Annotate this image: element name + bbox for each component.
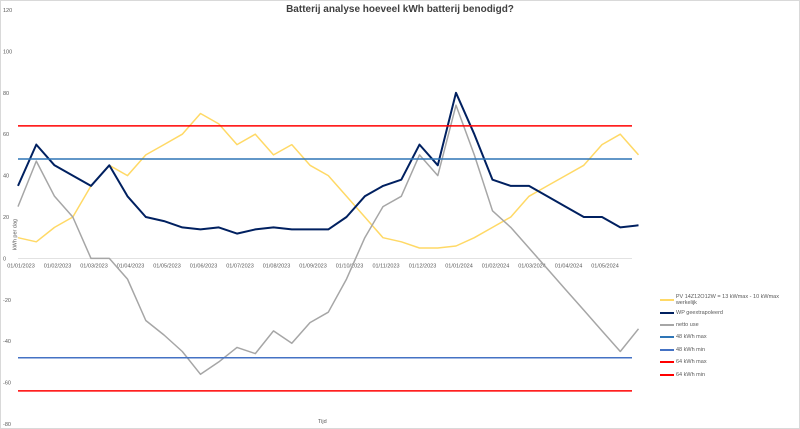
legend-item: netto use <box>660 319 800 331</box>
x-tick-label: 01/07/2023 <box>226 263 254 269</box>
x-tick-label: 01/02/2024 <box>482 263 510 269</box>
x-tick-label: 01/02/2023 <box>44 263 72 269</box>
x-tick-label: 01/04/2023 <box>117 263 145 269</box>
legend-swatch <box>660 311 674 314</box>
legend-label: 64 kWh min <box>676 371 706 378</box>
legend-label: PV 14Z12O12W = 13 kWmax - 10 kWmax werke… <box>675 294 779 307</box>
series-line-0 <box>17 112 640 249</box>
y-tick-label: -80 <box>3 422 11 428</box>
x-tick-label: 01/05/2024 <box>591 263 619 269</box>
x-axis-label: Tijd <box>318 419 327 425</box>
legend-item: 48 kWh min <box>660 344 800 356</box>
x-tick-label: 01/08/2023 <box>263 263 291 269</box>
series-line-1 <box>17 91 639 235</box>
legend-swatch <box>660 336 674 339</box>
x-tick-label: 01/09/2023 <box>299 263 327 269</box>
legend: PV 14Z12O12W = 13 kWmax - 10 kWmax werke… <box>660 294 800 381</box>
legend-item: 64 kWh min <box>660 368 800 380</box>
legend-item: WP geextrapoleerd <box>660 306 800 318</box>
x-tick-label: 01/10/2023 <box>336 263 364 269</box>
legend-swatch <box>660 361 674 364</box>
legend-swatch <box>660 373 674 376</box>
legend-item: 64 kWh max <box>660 356 800 368</box>
x-tick-label: 01/11/2023 <box>372 263 399 269</box>
y-tick-label: -60 <box>3 381 11 387</box>
y-tick-label: 0 <box>3 256 6 262</box>
series-line-2 <box>17 104 640 376</box>
legend-label: WP geextrapoleerd <box>676 309 723 316</box>
legend-swatch <box>660 323 674 326</box>
x-tick-label: 01/05/2023 <box>153 263 181 269</box>
legend-swatch <box>660 348 674 351</box>
y-tick-label: 100 <box>3 49 12 55</box>
y-tick-label: -40 <box>3 339 11 345</box>
legend-label: 64 kWh max <box>676 359 707 366</box>
y-tick-label: 120 <box>3 8 12 14</box>
x-tick-label: 01/03/2024 <box>518 263 546 269</box>
x-tick-label: 01/03/2023 <box>80 263 108 269</box>
x-tick-label: 01/01/2023 <box>7 263 35 269</box>
y-tick-label: -20 <box>3 298 11 304</box>
legend-label: 48 kWh max <box>676 334 707 341</box>
y-tick-label: 40 <box>3 174 9 180</box>
legend-label: 48 kWh min <box>676 346 706 353</box>
legend-swatch <box>660 299 674 302</box>
x-tick-label: 01/12/2023 <box>409 263 437 269</box>
y-tick-label: 80 <box>3 91 9 97</box>
x-tick-label: 01/06/2023 <box>190 263 218 269</box>
x-tick-label: 01/04/2024 <box>555 263 583 269</box>
x-tick-label: 01/01/2024 <box>445 263 473 269</box>
legend-label: netto use <box>676 321 699 328</box>
legend-item: 48 kWh max <box>660 331 800 343</box>
chart-title: Batterij analyse hoeveel kWh batterij be… <box>286 4 514 15</box>
y-tick-label: 20 <box>3 215 9 221</box>
legend-item: PV 14Z12O12W = 13 kWmax - 10 kWmax werke… <box>660 294 800 306</box>
y-tick-label: 60 <box>3 132 9 138</box>
